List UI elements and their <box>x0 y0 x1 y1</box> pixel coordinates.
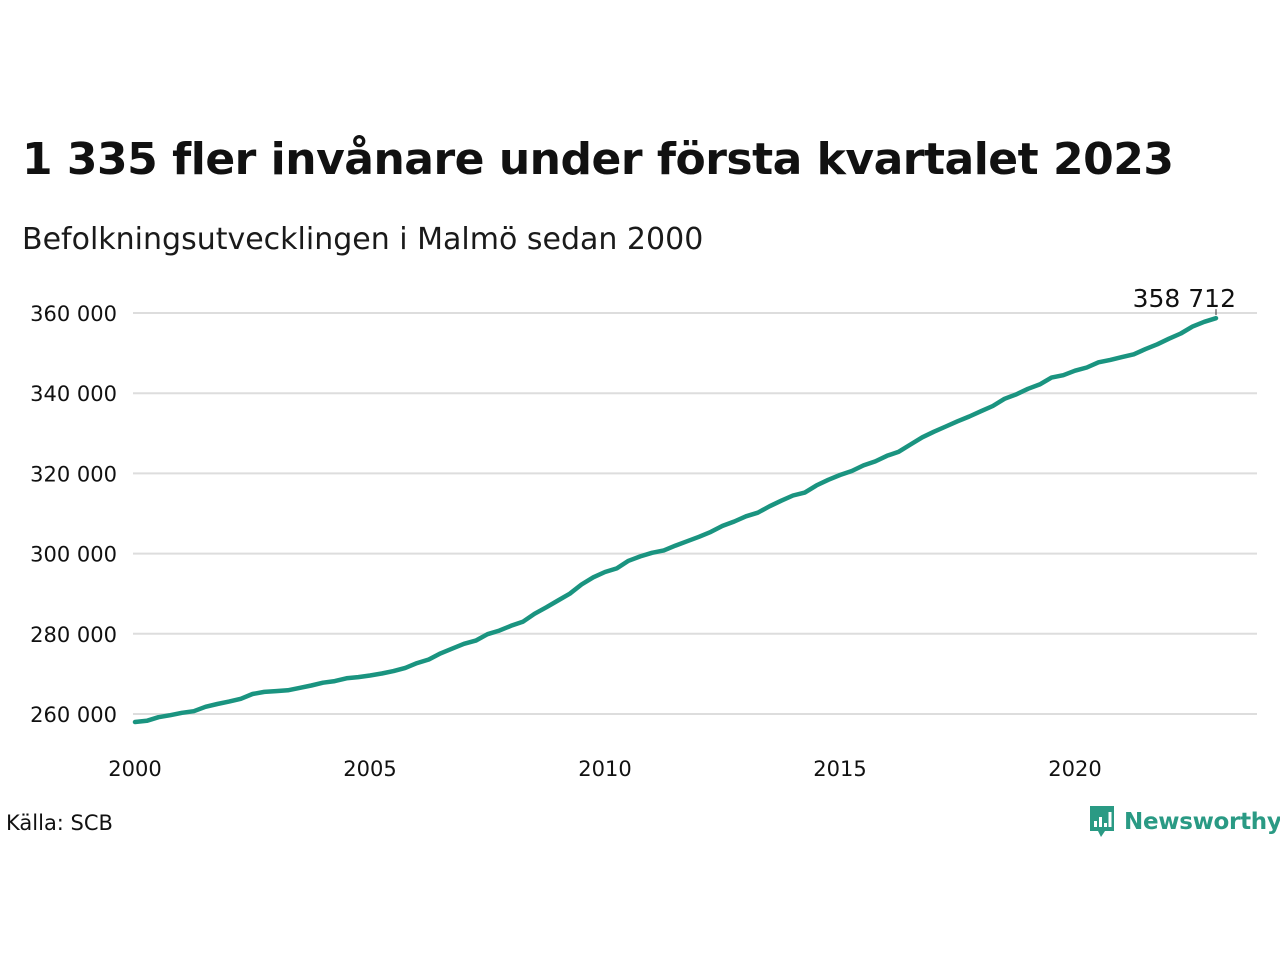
y-tick-label: 260 000 <box>30 703 117 727</box>
end-value-label: 358 712 <box>1133 284 1236 313</box>
x-tick-label: 2020 <box>1048 757 1101 781</box>
y-tick-label: 300 000 <box>30 543 117 567</box>
x-tick-label: 2010 <box>578 757 631 781</box>
chart-title: 1 335 fler invånare under första kvartal… <box>22 134 1174 185</box>
x-tick-label: 2000 <box>108 757 161 781</box>
x-tick-label: 2005 <box>343 757 396 781</box>
brand-logo: Newsworthy <box>1088 804 1280 840</box>
y-tick-label: 360 000 <box>30 302 117 326</box>
y-tick-label: 340 000 <box>30 382 117 406</box>
source-label: Källa: SCB <box>6 811 113 835</box>
y-tick-label: 320 000 <box>30 462 117 486</box>
brand-name: Newsworthy <box>1124 809 1280 835</box>
series-line <box>132 315 1219 725</box>
x-tick-label: 2015 <box>813 757 866 781</box>
y-tick-label: 280 000 <box>30 623 117 647</box>
newsworthy-logo-icon <box>1090 806 1114 837</box>
chart-subtitle: Befolkningsutvecklingen i Malmö sedan 20… <box>22 222 704 257</box>
